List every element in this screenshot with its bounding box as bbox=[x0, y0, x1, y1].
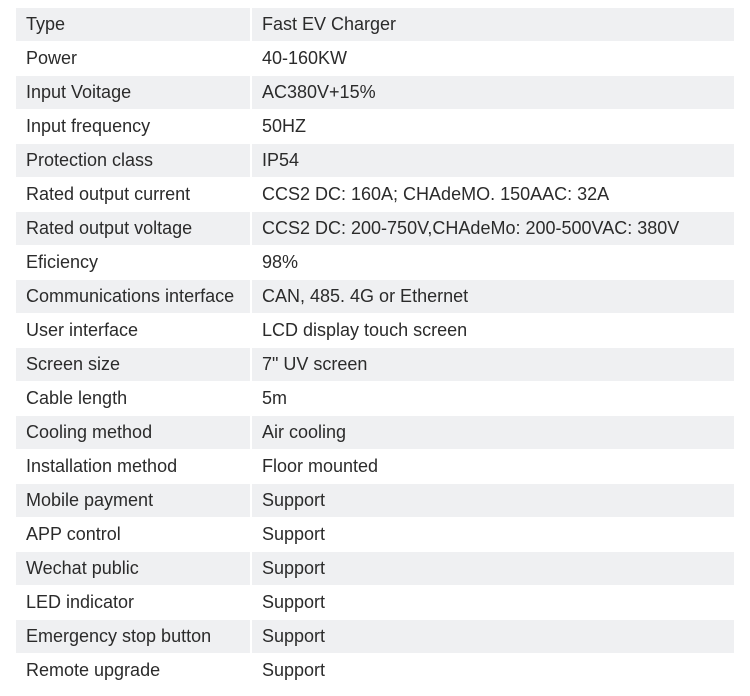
spec-value: Support bbox=[252, 586, 734, 619]
table-row: Emergency stop button Support bbox=[16, 620, 734, 654]
spec-value: CAN, 485. 4G or Ethernet bbox=[252, 280, 734, 313]
spec-label: Rated output voltage bbox=[16, 212, 252, 245]
spec-label: Wechat public bbox=[16, 552, 252, 585]
spec-value: CCS2 DC: 200-750V,CHAdeMo: 200-500VAC: 3… bbox=[252, 212, 734, 245]
table-row: Screen size 7" UV screen bbox=[16, 348, 734, 382]
table-row: Protection class IP54 bbox=[16, 144, 734, 178]
spec-value: Floor mounted bbox=[252, 450, 734, 483]
table-row: Input frequency 50HZ bbox=[16, 110, 734, 144]
table-row: Input Voitage AC380V+15% bbox=[16, 76, 734, 110]
spec-label: Cable length bbox=[16, 382, 252, 415]
spec-value: Support bbox=[252, 654, 734, 687]
spec-value: Support bbox=[252, 620, 734, 653]
spec-value: 40-160KW bbox=[252, 42, 734, 75]
spec-label: Installation method bbox=[16, 450, 252, 483]
spec-value: 50HZ bbox=[252, 110, 734, 143]
spec-label: Screen size bbox=[16, 348, 252, 381]
table-row: Mobile payment Support bbox=[16, 484, 734, 518]
table-row: Wechat public Support bbox=[16, 552, 734, 586]
spec-label: Remote upgrade bbox=[16, 654, 252, 687]
table-row: Eficiency 98% bbox=[16, 246, 734, 280]
table-row: Cable length 5m bbox=[16, 382, 734, 416]
spec-value: IP54 bbox=[252, 144, 734, 177]
table-row: APP control Support bbox=[16, 518, 734, 552]
spec-table: Type Fast EV Charger Power 40-160KW Inpu… bbox=[16, 8, 734, 688]
spec-value: Fast EV Charger bbox=[252, 8, 734, 41]
table-row: LED indicator Support bbox=[16, 586, 734, 620]
spec-label: Input Voitage bbox=[16, 76, 252, 109]
table-row: Rated output voltage CCS2 DC: 200-750V,C… bbox=[16, 212, 734, 246]
spec-label: Power bbox=[16, 42, 252, 75]
spec-value: Support bbox=[252, 484, 734, 517]
spec-value: LCD display touch screen bbox=[252, 314, 734, 347]
table-row: Remote upgrade Support bbox=[16, 654, 734, 688]
spec-value: Support bbox=[252, 552, 734, 585]
table-row: Type Fast EV Charger bbox=[16, 8, 734, 42]
spec-value: Air cooling bbox=[252, 416, 734, 449]
table-row: User interface LCD display touch screen bbox=[16, 314, 734, 348]
spec-value: CCS2 DC: 160A; CHAdeMO. 150AAC: 32A bbox=[252, 178, 734, 211]
spec-value: 7" UV screen bbox=[252, 348, 734, 381]
spec-label: User interface bbox=[16, 314, 252, 347]
table-row: Power 40-160KW bbox=[16, 42, 734, 76]
table-row: Installation method Floor mounted bbox=[16, 450, 734, 484]
spec-label: Input frequency bbox=[16, 110, 252, 143]
spec-value: AC380V+15% bbox=[252, 76, 734, 109]
spec-label: Rated output current bbox=[16, 178, 252, 211]
spec-label: LED indicator bbox=[16, 586, 252, 619]
spec-label: Emergency stop button bbox=[16, 620, 252, 653]
table-row: Cooling method Air cooling bbox=[16, 416, 734, 450]
spec-label: Communications interface bbox=[16, 280, 252, 313]
spec-label: Protection class bbox=[16, 144, 252, 177]
spec-label: Eficiency bbox=[16, 246, 252, 279]
spec-label: Mobile payment bbox=[16, 484, 252, 517]
table-row: Communications interface CAN, 485. 4G or… bbox=[16, 280, 734, 314]
spec-label: Cooling method bbox=[16, 416, 252, 449]
spec-value: 5m bbox=[252, 382, 734, 415]
spec-label: Type bbox=[16, 8, 252, 41]
spec-value: Support bbox=[252, 518, 734, 551]
table-row: Rated output current CCS2 DC: 160A; CHAd… bbox=[16, 178, 734, 212]
spec-value: 98% bbox=[252, 246, 734, 279]
spec-label: APP control bbox=[16, 518, 252, 551]
